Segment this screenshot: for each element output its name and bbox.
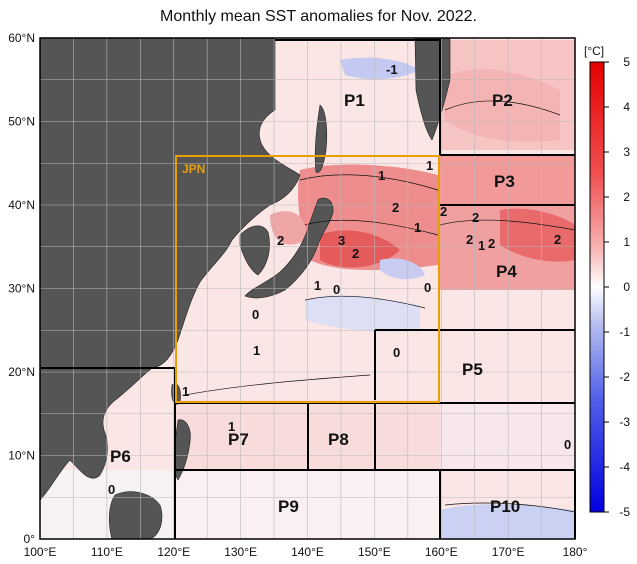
region-label: P5 [462,360,483,379]
contour-label: 0 [393,345,400,360]
contour-label: 0 [108,482,115,497]
asia-mainland [40,38,301,369]
japan-islands [244,197,334,299]
contour-label: 1 [414,220,421,235]
latitude-tick-label: 40°N [8,198,35,212]
region-label: P10 [490,497,520,516]
contour-line [444,100,561,116]
region-label: P7 [228,430,249,449]
anomaly-patch [440,400,575,470]
colorbar-tick-label: 3 [623,145,630,159]
region-label: P3 [494,172,515,191]
colorbar [589,61,605,513]
longitude-tick-label: 120°E [157,545,190,559]
anomaly-patch [380,258,425,280]
anomaly-patch [440,69,560,142]
colorbar-tick-label: -4 [619,460,630,474]
contour-label: 0 [424,280,431,295]
latitude-tick-label: 0° [24,532,36,546]
contour-line [439,219,575,231]
region-labels: P1 P2 P3 P4 P5 P6 P7 P8 P9 P10 [110,91,520,516]
colorbar-tick-label: -1 [619,325,630,339]
region-label: P9 [278,497,299,516]
contour-line [299,174,439,191]
colorbar-tick-label: -2 [619,370,630,384]
colorbar-tick-label: 2 [623,190,630,204]
region-label: P8 [328,430,349,449]
korea-peninsula [239,225,270,276]
contour-label: -1 [386,62,398,77]
contour-label: 2 [472,210,479,225]
latitude-tick-labels: 0° 10°N 20°N 30°N 40°N 50°N 60°N [8,31,35,546]
region-label: P6 [110,447,131,466]
colorbar-unit: [°C] [584,44,604,58]
colorbar-tick-label: -5 [619,505,630,519]
colorbar-tick-label: 5 [623,55,630,69]
contour-label: 2 [554,232,561,247]
anomaly-patch [270,211,306,245]
contour-label: 1 [182,384,189,399]
latitude-tick-label: 60°N [8,31,35,45]
contour-label: 1 [426,158,433,173]
region-label: P1 [344,91,365,110]
anomaly-patch [340,57,420,80]
contour-label: 2 [392,200,399,215]
longitude-tick-label: 130°E [224,545,257,559]
contour-label: 1 [478,238,485,253]
latitude-tick-label: 30°N [8,282,35,296]
contour-label: 2 [440,204,447,219]
latitude-tick-label: 50°N [8,115,35,129]
colorbar-tick-label: 0 [623,280,630,294]
contour-label: 1 [378,168,385,183]
longitude-tick-labels: 100°E 110°E 120°E 130°E 140°E 150°E 160°E 170°E… [24,545,588,559]
contour-line [304,219,439,236]
anomaly-patch [440,155,575,205]
region-label: P4 [496,262,517,281]
contour-label: 1 [253,343,260,358]
contour-label: 3 [338,233,345,248]
contour-line [304,295,426,309]
map-title: Monthly mean SST anomalies for Nov. 2022… [160,8,477,25]
anomaly-field [40,38,575,539]
colorbar-tick-label: -3 [619,415,630,429]
jpn-box [175,155,440,403]
longitude-tick-label: 110°E [91,545,123,559]
longitude-tick-label: 170°E [492,545,525,559]
contour-lines [184,100,575,513]
jpn-label: JPN [182,162,205,176]
longitude-tick-label: 180° [563,545,588,559]
anomaly-patch [320,230,400,268]
anomaly-patch [305,295,420,332]
region-label: P2 [492,91,513,110]
longitude-tick-label: 150°E [358,545,391,559]
anomaly-patch [440,504,575,539]
region-box-p1 [275,39,441,155]
colorbar-tick-label: 4 [623,100,630,114]
latitude-tick-label: 20°N [8,365,35,379]
longitude-tick-label: 160°E [425,545,458,559]
latitude-tick-label: 10°N [8,449,35,463]
contour-label: 1 [228,419,235,434]
contour-label: 1 [314,278,321,293]
contour-label: 2 [488,236,495,251]
contour-label: 2 [466,232,473,247]
longitude-tick-label: 100°E [24,545,57,559]
colorbar-tick-label: 1 [623,235,630,249]
contour-line [184,374,371,396]
contour-label: 0 [252,307,259,322]
indochina-land [40,367,153,501]
contour-value-labels: -1 1 1 2 2 2 2 1 2 2 1 2 3 2 1 0 0 0 1 0… [108,62,571,497]
contour-line [444,502,575,513]
contour-label: 0 [564,437,571,452]
map-frame [39,37,576,540]
contour-label: 0 [333,282,340,297]
borneo-island [109,491,163,539]
contour-label: 2 [277,233,284,248]
longitude-tick-label: 140°E [291,545,324,559]
colorbar-ticks: 5 4 3 2 1 0 -1 -2 -3 -4 -5 [604,55,630,519]
contour-label: 2 [352,246,359,261]
